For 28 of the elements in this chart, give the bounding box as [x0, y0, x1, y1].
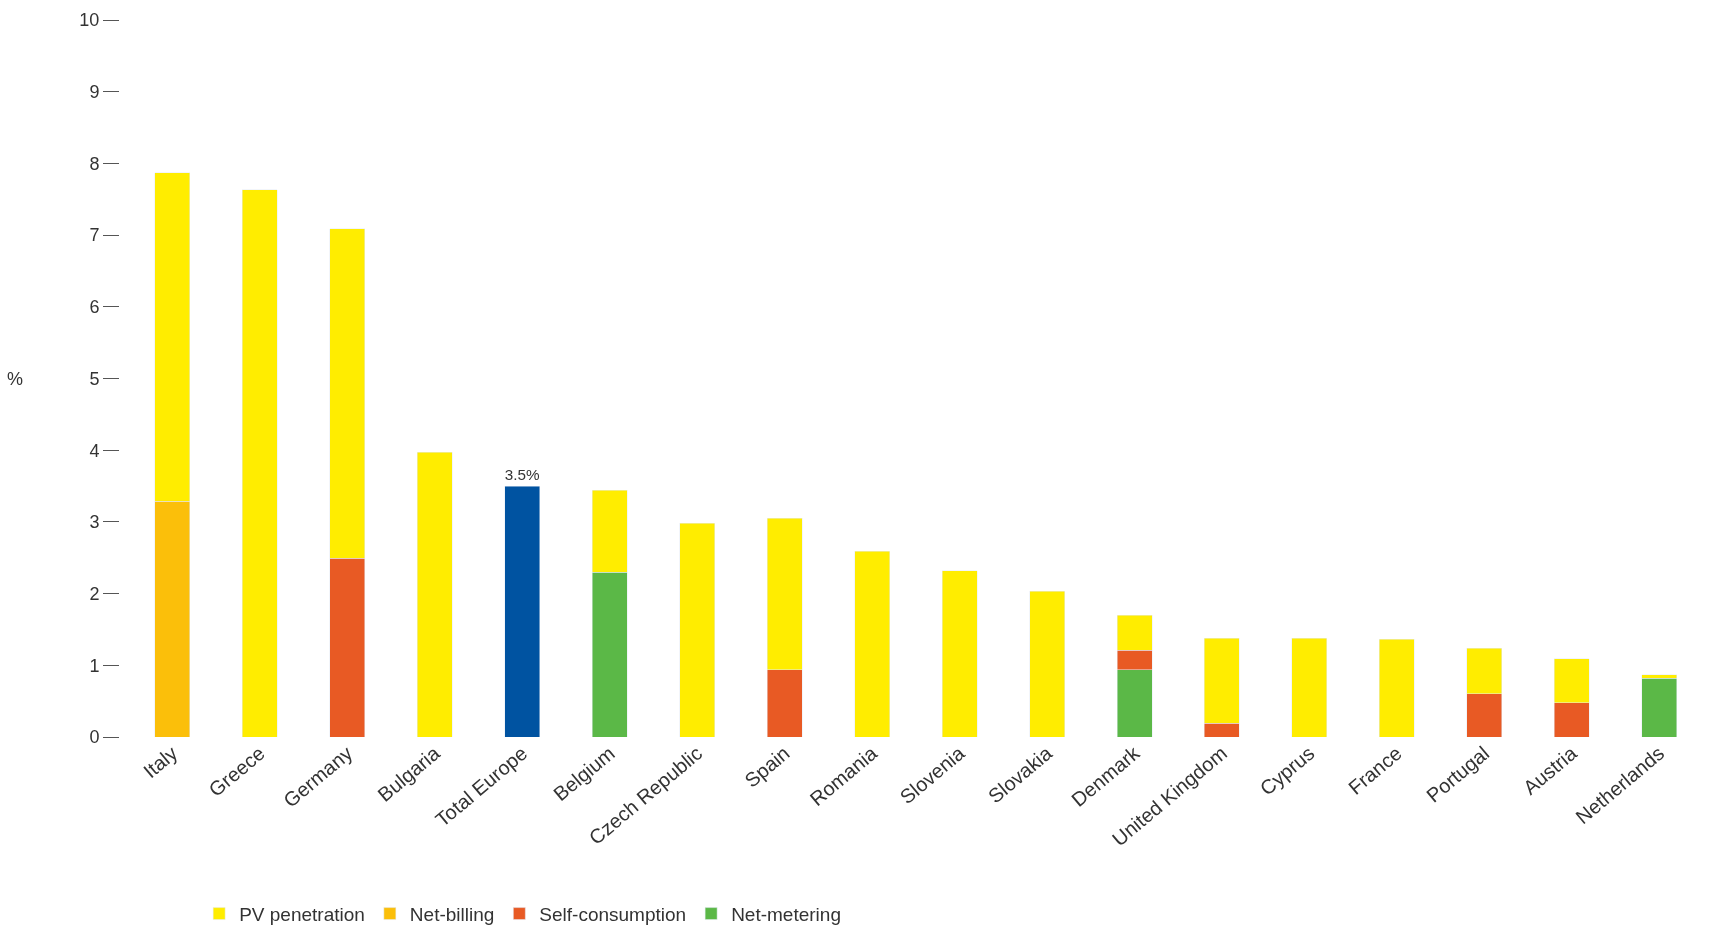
legend-label: PV penetration [239, 904, 365, 925]
bar [941, 570, 978, 737]
bar [1641, 677, 1678, 737]
y-tick-label: 2 [89, 583, 100, 604]
x-tick-label: Italy [139, 741, 182, 783]
bar [242, 189, 278, 737]
y-tick-label: 8 [89, 153, 100, 174]
legend-label: Self-consumption [539, 904, 687, 925]
y-tick-label: 10 [79, 10, 100, 31]
bar [504, 485, 541, 737]
bar [1379, 639, 1415, 737]
legend-label: Net-metering [731, 904, 841, 925]
y-tick-label: 6 [89, 297, 100, 318]
y-tick-label: 7 [89, 225, 100, 246]
y-axis-title: % [7, 369, 24, 389]
bar [854, 551, 890, 737]
bar [417, 452, 453, 737]
y-tick-label: 0 [89, 727, 100, 748]
y-tick-label: 9 [89, 82, 100, 102]
bar [1291, 637, 1328, 737]
y-tick-label: 5 [89, 368, 100, 389]
y-tick-label: 1 [89, 655, 100, 676]
legend-label: Net-billing [409, 904, 495, 925]
data-label: 3.5% [504, 466, 541, 483]
bar [1029, 591, 1065, 737]
y-tick-label: 3 [89, 512, 100, 533]
bar [679, 523, 715, 737]
y-tick-label: 4 [89, 440, 100, 461]
